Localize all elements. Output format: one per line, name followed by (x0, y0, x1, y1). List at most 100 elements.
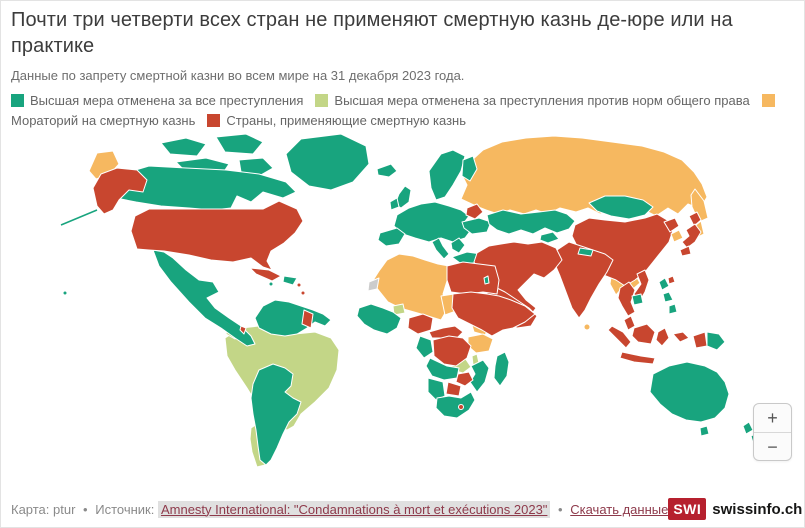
region-arctic-island-2[interactable] (215, 133, 264, 155)
legend-label: Страны, применяющие смертную казнь (226, 112, 466, 128)
region-guyana[interactable] (301, 309, 314, 329)
region-tasmania[interactable] (699, 425, 710, 437)
region-sulawesi[interactable] (655, 327, 670, 347)
region-western-sahara[interactable] (367, 277, 380, 292)
world-choropleth-map[interactable] (1, 131, 805, 483)
legend-item-abolished-ordinary: Высшая мера отменена за преступления про… (315, 93, 750, 108)
region-south-america-south[interactable] (250, 363, 302, 466)
regions-moratorium-overlay (583, 229, 684, 331)
region-japan-kyushu[interactable] (679, 245, 692, 257)
region-israel[interactable] (483, 275, 490, 285)
region-zimbabwe[interactable] (455, 371, 474, 387)
region-botswana[interactable] (445, 381, 462, 397)
region-greenland[interactable] (285, 133, 370, 191)
legend-label: Высшая мера отменена за преступления про… (334, 93, 750, 108)
region-lesotho[interactable] (458, 404, 464, 410)
region-south-africa[interactable] (435, 391, 476, 419)
source-label: Источник: (95, 501, 155, 517)
region-maluku[interactable] (672, 331, 690, 343)
legend-swatch-green (11, 94, 24, 107)
region-south-korea[interactable] (670, 229, 684, 243)
region-malaysia[interactable] (623, 315, 636, 331)
region-antilles-1[interactable] (296, 282, 302, 288)
region-java[interactable] (619, 351, 656, 365)
swi-logo-box: SWI (668, 498, 707, 520)
region-borneo[interactable] (631, 323, 656, 345)
region-sudan-horn[interactable] (451, 291, 536, 337)
regions-no-data (367, 277, 380, 292)
region-kyrgyzstan[interactable] (539, 231, 560, 244)
region-mongolia[interactable] (588, 195, 654, 220)
region-aleutians[interactable] (60, 209, 98, 226)
region-thailand[interactable] (617, 281, 636, 317)
regions-retentionist (92, 167, 708, 410)
region-philippines-3[interactable] (668, 303, 678, 315)
region-balkans[interactable] (450, 237, 466, 254)
region-drc[interactable] (432, 335, 472, 367)
region-mozambique[interactable] (469, 359, 490, 393)
region-europe[interactable] (393, 201, 472, 243)
bullet-separator: • (558, 501, 563, 517)
legend: Высшая мера отменена за все преступления… (11, 91, 794, 130)
region-canada[interactable] (100, 165, 297, 211)
region-italy[interactable] (431, 237, 450, 260)
region-arctic-island-4[interactable] (238, 157, 274, 177)
region-nepal[interactable] (577, 247, 594, 257)
region-jamaica[interactable] (268, 281, 274, 287)
region-new-zealand-north[interactable] (742, 421, 754, 435)
legend-label: Высшая мера отменена за все преступления (30, 93, 304, 108)
region-ukraine[interactable] (461, 217, 492, 235)
region-arctic-island-1[interactable] (160, 137, 207, 157)
region-sri-lanka[interactable] (583, 323, 591, 331)
region-cambodia[interactable] (631, 293, 644, 306)
region-nigeria[interactable] (407, 313, 434, 335)
region-philippines-1[interactable] (658, 277, 670, 291)
region-india[interactable] (553, 241, 614, 319)
region-ireland[interactable] (389, 197, 400, 211)
region-sumatra[interactable] (607, 325, 632, 349)
region-scandinavia[interactable] (428, 149, 466, 201)
region-congo-gabon[interactable] (415, 335, 434, 359)
region-belize[interactable] (239, 325, 247, 335)
region-papua-new-guinea[interactable] (706, 331, 726, 351)
region-australia[interactable] (649, 361, 730, 423)
zoom-in-button[interactable]: + (754, 404, 791, 432)
zoom-out-button[interactable]: − (754, 432, 791, 460)
subtitle: Данные по запрету смертной казни во всем… (11, 68, 465, 83)
legend-item-moratorium: Мораторий на смертную казнь (11, 93, 781, 128)
legend-item-retentionist: Страны, применяющие смертную казнь (207, 113, 466, 128)
region-iceland[interactable] (376, 163, 398, 178)
region-tanzania[interactable] (467, 333, 494, 354)
region-alaska[interactable] (92, 167, 148, 215)
region-usa[interactable] (130, 200, 304, 271)
map-credit: Карта: ptur (11, 501, 76, 517)
region-antilles-2[interactable] (300, 290, 306, 296)
region-philippines-2[interactable] (662, 291, 674, 303)
region-central-asia[interactable] (486, 209, 576, 235)
region-russia[interactable] (460, 135, 708, 217)
region-finland[interactable] (461, 155, 478, 182)
legend-swatch-orange (761, 94, 775, 107)
region-angola[interactable] (425, 357, 460, 381)
source-link[interactable]: Amnesty International: "Condamnations à … (157, 500, 551, 518)
region-west-africa[interactable] (356, 303, 402, 335)
region-cuba[interactable] (249, 267, 282, 282)
region-mexico-central-america[interactable] (152, 249, 256, 347)
region-madagascar[interactable] (493, 351, 510, 387)
region-japan-hokkaido[interactable] (688, 211, 702, 227)
region-belarus[interactable] (465, 203, 484, 220)
region-iberia[interactable] (377, 227, 406, 247)
region-japan-honshu[interactable] (681, 223, 702, 249)
region-north-korea[interactable] (663, 217, 680, 233)
region-west-papua[interactable] (692, 331, 708, 349)
download-data-link[interactable]: Скачать данные (570, 501, 669, 517)
region-taiwan[interactable] (667, 275, 676, 285)
swissinfo-logo: SWI swissinfo.ch (668, 498, 802, 520)
page-title: Почти три четверти всех стран не применя… (11, 9, 733, 57)
region-libya-egypt[interactable] (446, 261, 500, 295)
region-hawaii[interactable] (62, 290, 68, 296)
region-hispaniola[interactable] (282, 275, 298, 286)
map-zoom-control: + − (753, 403, 792, 461)
region-south-america-north[interactable] (254, 299, 332, 337)
